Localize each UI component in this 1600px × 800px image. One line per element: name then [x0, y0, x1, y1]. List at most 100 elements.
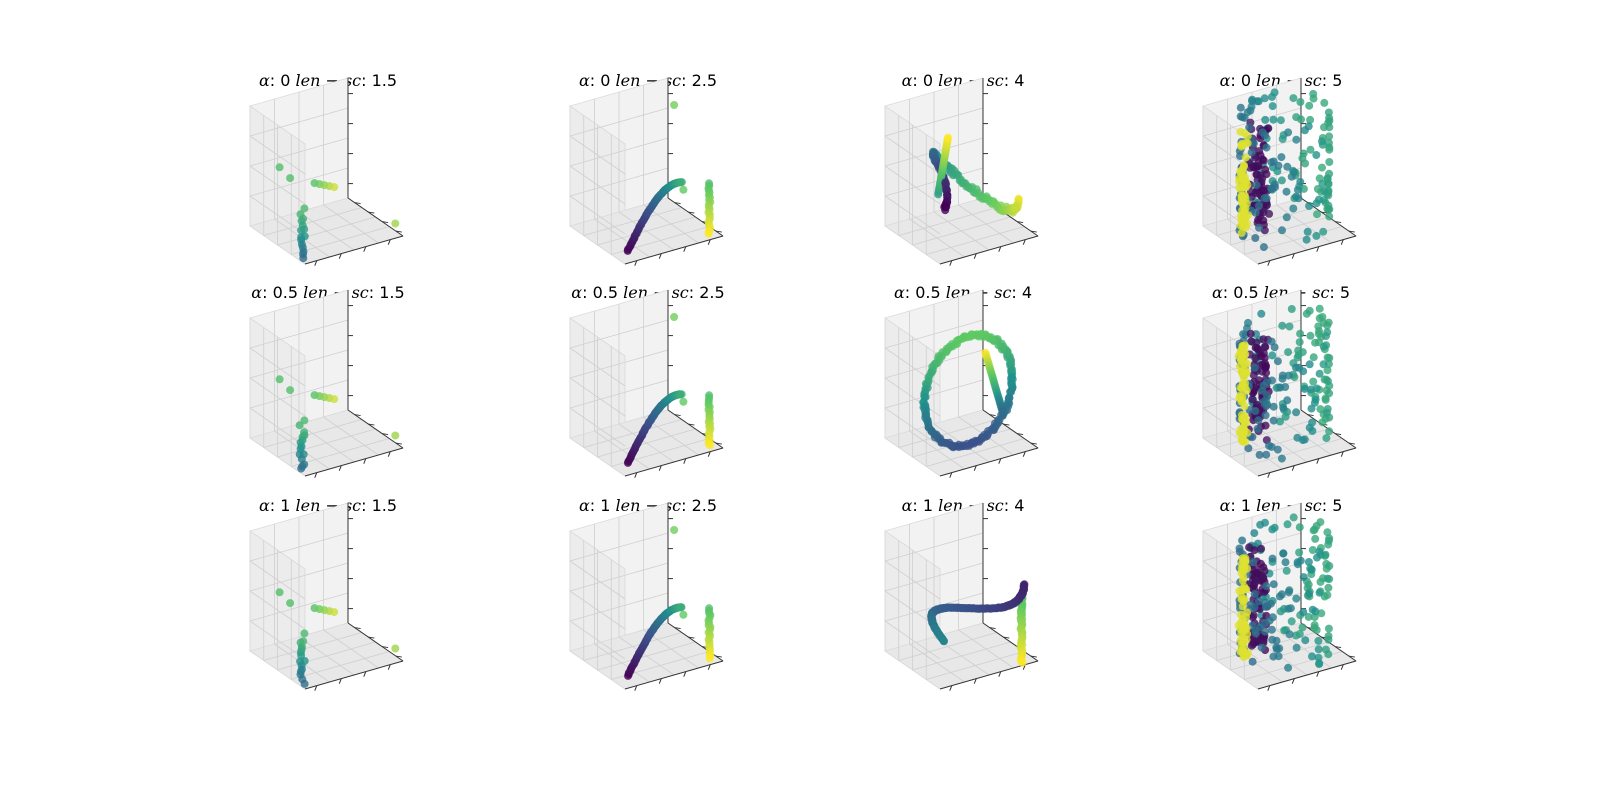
alpha-symbol: α: [579, 496, 590, 515]
scatter-point: [1318, 163, 1326, 172]
scatter-point: [1295, 630, 1304, 638]
scatter-point: [1319, 227, 1328, 236]
scatter-point: [1267, 442, 1276, 451]
x-tick: [998, 458, 1002, 464]
scatter-point: [391, 431, 400, 440]
grid-line: [884, 319, 984, 349]
scatter-point: [1281, 558, 1290, 567]
alpha-symbol: α: [894, 283, 905, 302]
scatter-point: [1315, 369, 1324, 378]
y-tick: [354, 414, 361, 417]
scatter-point: [1260, 342, 1269, 351]
alpha-symbol: α: [259, 496, 270, 515]
scatter-point: [1287, 617, 1296, 626]
x-tick: [338, 465, 342, 471]
scatter-point: [1262, 170, 1271, 179]
scatter-point: [1301, 159, 1310, 168]
scatter-point: [939, 637, 948, 646]
x-tick: [1267, 260, 1271, 266]
scatter-point: [1273, 445, 1282, 454]
y-tick: [395, 230, 402, 233]
scatter-point: [1308, 652, 1316, 661]
len-sc-value: : 4: [1011, 283, 1032, 302]
grid-line: [249, 165, 306, 205]
grid-line: [569, 377, 626, 417]
scatter-point: [1236, 103, 1245, 112]
scatter-point: [1254, 597, 1263, 606]
grid-line: [569, 590, 626, 630]
grid-line: [958, 629, 1014, 669]
grid-line: [884, 135, 941, 175]
scatter-point: [1302, 235, 1311, 244]
alpha-value: : 0: [1230, 71, 1256, 90]
scatter-point: [1320, 98, 1329, 107]
scatter-point: [1292, 643, 1301, 652]
scatter-point: [1243, 564, 1252, 573]
scatter-point: [1305, 360, 1314, 369]
scatter-point: [704, 229, 713, 238]
scatter-point: [391, 644, 400, 653]
grid-line: [249, 377, 306, 417]
x-tick: [973, 253, 977, 259]
scatter-point: [1323, 574, 1332, 583]
scatter-point: [1245, 123, 1254, 132]
x-tick: [658, 253, 662, 259]
scatter-point: [679, 610, 688, 619]
scatter-point: [1277, 176, 1286, 185]
scatter-point: [1270, 523, 1279, 532]
grid-line: [926, 226, 1025, 255]
grid-line: [926, 438, 1025, 467]
y-tick: [1003, 423, 1010, 426]
scatter-point: [1268, 102, 1277, 111]
scatter-point: [1239, 330, 1248, 339]
y-tick: [674, 627, 681, 630]
x-tick: [707, 451, 711, 457]
scatter-point: [1315, 588, 1324, 597]
len-sc-value: : 5: [1322, 496, 1343, 515]
y-tick: [1348, 655, 1355, 658]
scatter-point: [286, 174, 295, 183]
scatter-point: [300, 204, 309, 213]
x-tick: [634, 260, 638, 266]
y-axis-line: [347, 197, 404, 237]
scatter-point: [275, 163, 284, 172]
scatter-point: [679, 185, 688, 194]
scatter-point: [1279, 403, 1288, 412]
scatter-point: [1289, 513, 1298, 522]
scatter-point: [330, 608, 339, 617]
scatter-point: [1248, 657, 1257, 666]
grid-line: [249, 347, 306, 387]
scatter-point: [679, 397, 688, 406]
scatter-point: [1314, 653, 1323, 662]
scatter-point: [1300, 435, 1309, 444]
scatter-point: [1324, 536, 1333, 545]
scatter-point: [1262, 582, 1271, 590]
panel-title: α: 0.5 len − sc: 1.5: [251, 283, 404, 302]
y-tick: [674, 414, 681, 417]
scatter-point: [1242, 635, 1251, 644]
y-tick: [354, 202, 361, 205]
scatter-point: [1315, 547, 1324, 556]
scatter-point: [1253, 424, 1262, 433]
grid-line: [597, 641, 696, 671]
scatter-point: [1240, 191, 1249, 200]
scatter-point: [1299, 149, 1308, 158]
x-tick: [658, 465, 662, 471]
scatter-point: [1325, 158, 1334, 166]
scatter-point: [1325, 427, 1334, 436]
panel-title: α: 1 len − sc: 5: [1220, 496, 1343, 515]
grid-line: [569, 560, 626, 600]
scatter-point: [1297, 115, 1305, 124]
scatter-point: [1295, 338, 1304, 347]
y-tick: [1348, 230, 1355, 233]
scatter-point: [1296, 177, 1305, 186]
scatter-point: [300, 428, 309, 437]
y-tick: [395, 442, 402, 445]
grid-line: [249, 562, 349, 592]
alpha-symbol: α: [902, 71, 913, 90]
y-tick: [1335, 646, 1342, 649]
scatter-point: [1239, 573, 1248, 582]
scatter-point: [1283, 162, 1292, 171]
scatter-point: [1298, 623, 1307, 632]
y-tick: [989, 627, 996, 630]
